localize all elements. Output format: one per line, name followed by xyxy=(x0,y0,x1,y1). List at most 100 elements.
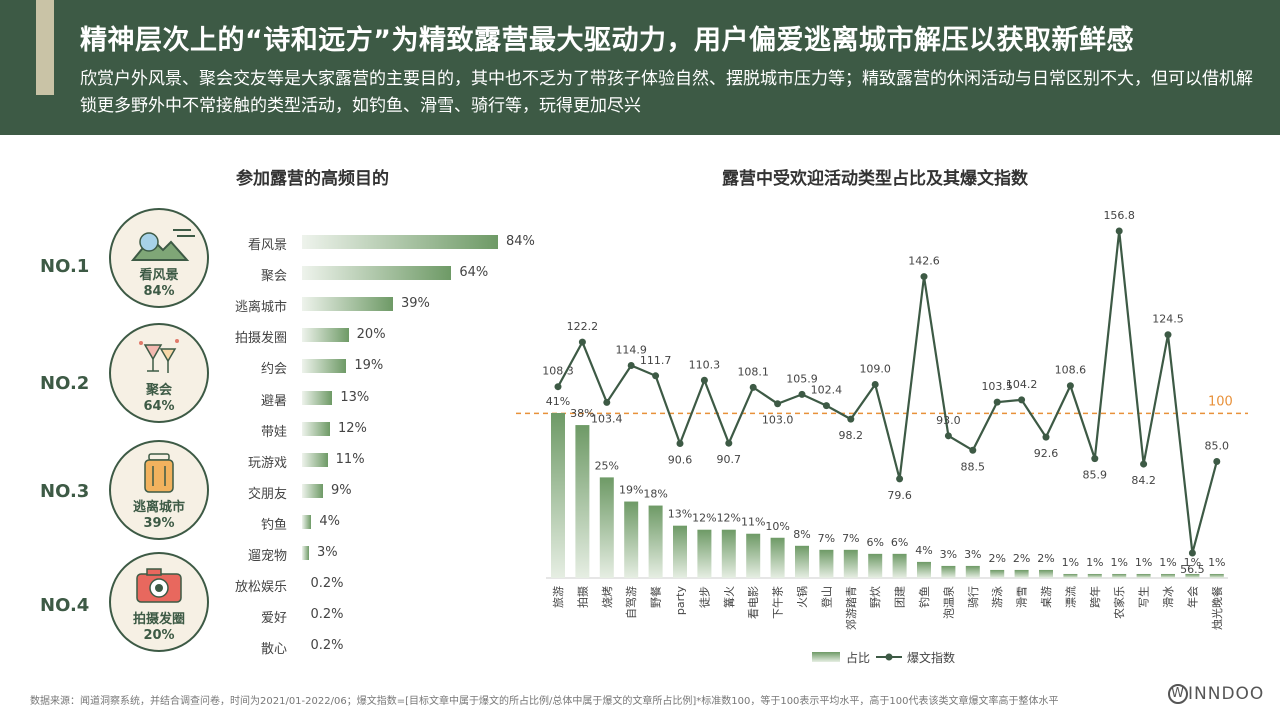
purpose-category-label: 遛宠物 xyxy=(247,549,287,564)
rank-circle-3: 逃离城市 39% xyxy=(109,440,209,540)
viral-index-label: 103.0 xyxy=(762,414,794,427)
viral-index-label: 98.2 xyxy=(839,429,864,442)
viral-index-point xyxy=(896,475,904,483)
purpose-category-label: 放松娱乐 xyxy=(234,580,287,596)
category-tick-label: 钓鱼 xyxy=(917,586,931,608)
purpose-category-label: 约会 xyxy=(260,362,287,378)
reference-line-label: 100 xyxy=(1208,394,1233,409)
left-chart-title: 参加露营的高频目的 xyxy=(236,169,389,189)
cocktail-icon xyxy=(139,339,179,373)
viral-index-point xyxy=(1042,433,1050,441)
share-bar xyxy=(868,553,883,578)
category-tick-label: 烧烤 xyxy=(600,586,614,608)
share-bar-label: 1% xyxy=(1159,556,1176,569)
purpose-bar xyxy=(302,546,309,560)
category-tick-label: 骑行 xyxy=(967,586,980,608)
share-bar xyxy=(1063,573,1078,578)
purpose-value-label: 84% xyxy=(506,234,535,249)
category-tick-label: 徒步 xyxy=(697,586,711,608)
viral-index-point xyxy=(578,338,586,346)
share-bar-label: 8% xyxy=(793,528,810,541)
category-tick-label: 农家乐 xyxy=(1112,586,1126,619)
share-bar xyxy=(1087,573,1102,578)
activity-combo-chart: 100 41% 旅游 38% 拍摄 25% 烧烤 19% 自驾游 18% 野餐 13% party 12%… xyxy=(516,209,1248,665)
share-bar xyxy=(1014,569,1029,578)
viral-index-point xyxy=(798,390,806,398)
purpose-bar xyxy=(302,297,393,312)
share-bar-label: 1% xyxy=(1208,556,1225,569)
share-bar-label: 7% xyxy=(842,532,859,545)
category-tick-label: 旅游 xyxy=(551,586,565,608)
share-bar xyxy=(965,565,980,578)
viral-index-point xyxy=(1066,382,1074,390)
viral-index-label: 85.0 xyxy=(1205,440,1230,453)
share-bar-label: 2% xyxy=(1037,552,1054,565)
category-tick-label: 年会 xyxy=(1185,586,1199,608)
category-tick-label: 登山 xyxy=(819,586,833,608)
viral-index-point xyxy=(603,398,611,406)
purpose-value-label: 0.2% xyxy=(310,638,344,654)
viral-index-point xyxy=(1213,458,1221,466)
share-bar-label: 25% xyxy=(595,459,619,472)
share-bar xyxy=(599,477,614,578)
purpose-value-label: 9% xyxy=(331,482,352,498)
viral-index-label: 142.6 xyxy=(908,255,940,268)
purpose-value-label: 11% xyxy=(335,451,365,467)
purpose-category-label: 聚会 xyxy=(260,269,287,285)
category-tick-label: 滑雪 xyxy=(1016,586,1029,608)
viral-index-label: 56.5 xyxy=(1180,563,1205,576)
viral-index-point xyxy=(993,398,1001,406)
share-bar-label: 7% xyxy=(818,532,835,545)
purpose-category-label: 带娃 xyxy=(260,424,287,440)
share-bar-label: 12% xyxy=(692,512,716,525)
viral-index-point xyxy=(652,372,660,380)
purpose-category-label: 散心 xyxy=(260,642,287,658)
purpose-value-label: 3% xyxy=(317,545,338,560)
rank-label-3: NO.3 xyxy=(40,481,90,502)
viral-index-label: 90.6 xyxy=(668,454,693,467)
purpose-value-label: 13% xyxy=(340,389,370,405)
category-tick-label: 写生 xyxy=(1137,586,1151,608)
purpose-value-label: 20% xyxy=(356,327,386,343)
category-tick-label: 野餐 xyxy=(649,586,663,608)
purpose-bar xyxy=(302,514,312,529)
data-source-note: 数据来源：闻道洞察系统，并结合调查问卷，时间为2021/01-2022/06；爆… xyxy=(30,696,1059,707)
viral-index-label: 93.0 xyxy=(936,414,961,427)
share-bar-label: 10% xyxy=(765,520,789,533)
rank-circle-1: 看风景 84% xyxy=(109,208,209,308)
logo-mark: W xyxy=(1168,684,1188,704)
purpose-bar xyxy=(302,359,347,374)
category-tick-label: party xyxy=(674,586,687,616)
category-tick-label: 跨年 xyxy=(1088,586,1102,608)
purpose-value-label: 0.2% xyxy=(310,576,344,592)
purpose-category-label: 避暑 xyxy=(260,393,287,409)
share-bar-label: 1% xyxy=(1135,556,1152,569)
rank-circle-4: 拍摄发圈 20% xyxy=(109,552,209,652)
viral-index-point xyxy=(676,440,684,448)
purpose-bar xyxy=(302,235,498,249)
viral-index-label: 90.7 xyxy=(717,453,742,466)
viral-index-label: 103.5 xyxy=(981,380,1013,393)
category-tick-label: 下午茶 xyxy=(772,586,785,619)
purpose-value-label: 19% xyxy=(354,358,384,374)
viral-index-label: 88.5 xyxy=(961,460,986,473)
category-tick-label: 漂流 xyxy=(1063,586,1077,608)
viral-index-label: 156.8 xyxy=(1103,209,1135,222)
suitcase-icon xyxy=(144,453,174,493)
viral-index-label: 84.2 xyxy=(1131,474,1156,487)
purpose-bar xyxy=(302,266,452,281)
logo-text: INNDOO xyxy=(1188,684,1265,704)
share-bar xyxy=(648,505,663,578)
rank-label-4: NO.4 xyxy=(40,595,90,616)
rank-label-2: NO.2 xyxy=(40,373,90,394)
share-bar xyxy=(697,529,712,578)
share-bar-label: 3% xyxy=(940,548,957,561)
rank-label-1: NO.1 xyxy=(40,256,90,277)
share-bar xyxy=(770,537,785,578)
purpose-category-label: 拍摄发圈 xyxy=(234,331,287,347)
viral-index-label: 85.9 xyxy=(1083,469,1108,482)
viral-index-point xyxy=(1018,396,1026,404)
share-bar xyxy=(1039,569,1053,578)
viral-index-label: 102.4 xyxy=(811,384,843,397)
viral-index-label: 108.3 xyxy=(542,365,574,378)
